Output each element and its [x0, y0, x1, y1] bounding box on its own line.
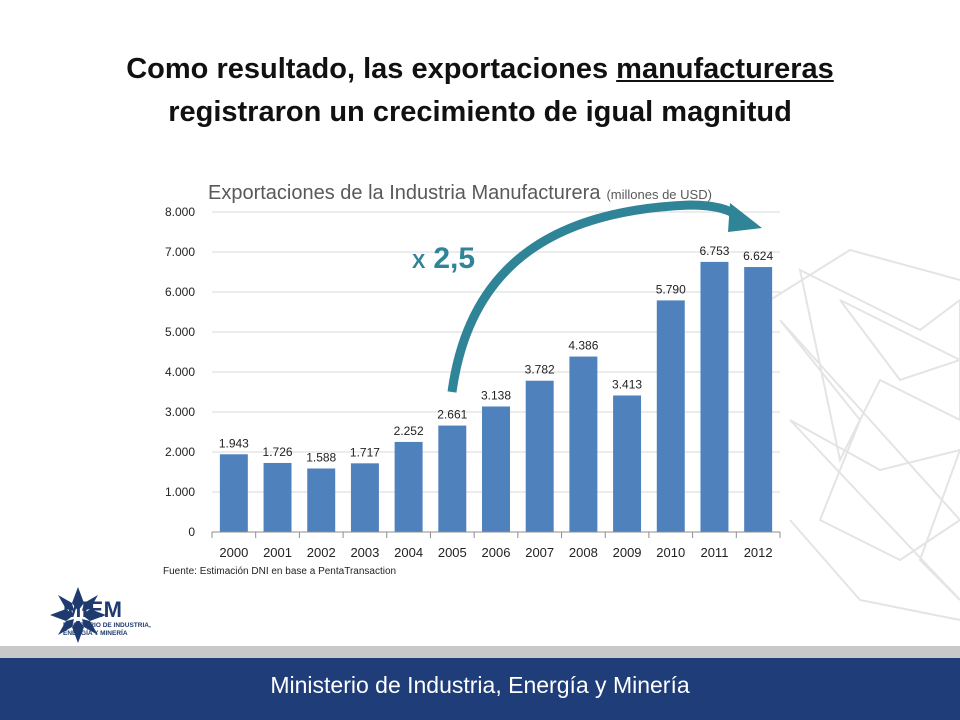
x-tick-label-2012: 2012 — [744, 545, 773, 560]
x-tick-label-2006: 2006 — [482, 545, 511, 560]
value-label-2010: 5.790 — [656, 282, 686, 296]
bar-2009 — [613, 395, 642, 532]
page-title-line-1: Como resultado, las exportaciones manufa… — [40, 50, 920, 88]
bar-2010 — [656, 300, 685, 532]
x-tick-label-2004: 2004 — [394, 545, 423, 560]
value-label-2012: 6.624 — [743, 249, 773, 263]
multiplier-annotation: X 2,5 — [412, 242, 475, 275]
chart-title-main: Exportaciones de la Industria Manufactur… — [208, 182, 601, 204]
footer-bar — [0, 658, 960, 720]
footer-text: Ministerio de Industria, Energía y Miner… — [270, 672, 690, 698]
x-tick-label-2007: 2007 — [525, 545, 554, 560]
y-tick-label: 2.000 — [165, 445, 195, 459]
growth-arrow-head — [728, 203, 762, 232]
value-label-2004: 2.252 — [394, 424, 424, 438]
title-prefix: Como resultado, las exportaciones — [126, 53, 617, 85]
bar-2011 — [700, 261, 729, 532]
y-tick-label: 3.000 — [165, 405, 195, 419]
chart-source: Fuente: Estimación DNI en base a PentaTr… — [163, 566, 396, 577]
chart-bars — [219, 261, 773, 532]
logo-subtitle-line-1: MINISTERIO DE INDUSTRIA, — [63, 622, 151, 629]
value-label-2005: 2.661 — [437, 408, 467, 422]
page-title-line-2: registraron un crecimiento de igual magn… — [168, 96, 792, 128]
value-label-2002: 1.588 — [306, 450, 336, 464]
x-tick-label-2001: 2001 — [263, 545, 292, 560]
y-tick-label: 0 — [188, 525, 195, 539]
bar-2005 — [438, 425, 467, 532]
chart-y-axis: 0 1.000 2.000 3.000 4.000 5.000 6.000 7.000 8.00… — [165, 205, 195, 539]
miem-logo-icon — [50, 587, 106, 643]
x-tick-label-2011: 2011 — [700, 545, 728, 560]
growth-arrow — [447, 200, 746, 393]
footer-divider — [0, 646, 960, 658]
y-tick-label: 4.000 — [165, 365, 195, 379]
exports-bar-chart: Exportaciones de la Industria Manufactur… — [163, 182, 781, 577]
chart-title-suffix: (millones de USD) — [606, 187, 711, 202]
value-label-2000: 1.943 — [219, 436, 249, 450]
logo-subtitle-line-2: ENERGÍA Y MINERÍA — [63, 630, 128, 637]
x-tick-label-2008: 2008 — [569, 545, 598, 560]
value-label-2006: 3.138 — [481, 388, 511, 402]
bar-2000 — [219, 454, 248, 532]
bar-2004 — [394, 441, 423, 532]
x-tick-label-2000: 2000 — [219, 545, 248, 560]
value-label-2007: 3.782 — [525, 363, 555, 377]
value-label-2008: 4.386 — [568, 339, 598, 353]
bar-2007 — [525, 380, 554, 532]
logo-name: MIEM — [63, 597, 123, 622]
bar-2006 — [482, 406, 510, 532]
y-tick-label: 7.000 — [165, 245, 195, 259]
x-tick-label-2002: 2002 — [307, 545, 336, 560]
x-tick-label-2009: 2009 — [613, 545, 642, 560]
y-tick-label: 5.000 — [165, 325, 195, 339]
x-tick-label-2003: 2003 — [350, 545, 379, 560]
bar-2001 — [263, 462, 292, 532]
multiplier-value: 2,5 — [433, 242, 475, 275]
title-underlined-word: manufactureras — [616, 53, 834, 85]
bar-2003 — [350, 463, 379, 532]
bar-2002 — [307, 468, 336, 532]
chart-title: Exportaciones de la Industria Manufactur… — [208, 182, 712, 204]
value-label-2003: 1.717 — [350, 445, 380, 459]
y-tick-label: 1.000 — [165, 485, 195, 499]
value-label-2011: 6.753 — [699, 244, 729, 258]
y-tick-label: 8.000 — [165, 205, 195, 219]
value-label-2001: 1.726 — [263, 445, 293, 459]
chart-value-labels: 1.943 1.726 1.588 1.717 2.252 2.661 3.138 3.782… — [219, 244, 774, 465]
x-tick-label-2010: 2010 — [656, 545, 685, 560]
multiplier-prefix: X — [412, 251, 426, 273]
bar-2012 — [744, 267, 773, 532]
y-tick-label: 6.000 — [165, 285, 195, 299]
logo-subtitle: MINISTERIO DE INDUSTRIA, ENERGÍA Y MINERÍ… — [63, 622, 153, 638]
chart-x-axis: 2000 2001 2002 2003 2004 2005 2006 2007 2008 2009… — [211, 531, 781, 560]
value-label-2009: 3.413 — [612, 377, 642, 391]
bar-2008 — [569, 356, 598, 532]
x-tick-label-2005: 2005 — [438, 545, 467, 560]
